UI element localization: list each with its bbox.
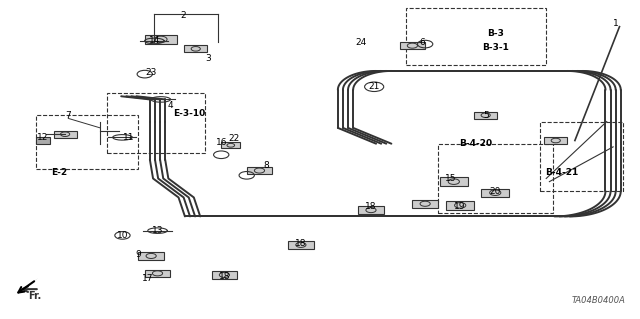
Text: 18: 18 [219,272,230,281]
Bar [358,206,384,214]
Bar [399,42,425,49]
Text: 10: 10 [116,231,128,240]
Text: 14: 14 [148,36,160,45]
Text: 7: 7 [65,111,71,120]
Text: 18: 18 [295,239,307,248]
Text: 20: 20 [490,187,501,196]
Bar [412,200,438,208]
Bar [54,131,77,137]
Text: 22: 22 [228,134,239,144]
Text: 18: 18 [365,203,377,211]
Bar [544,137,567,144]
Polygon shape [12,278,38,297]
Bar [246,167,272,174]
Text: 19: 19 [454,203,466,211]
Text: 3: 3 [205,54,211,63]
Text: B-3-1: B-3-1 [482,43,509,52]
Bar [184,45,207,52]
Bar [446,201,474,210]
Text: 23: 23 [145,68,157,77]
Text: 16: 16 [216,137,227,147]
Text: 1: 1 [613,19,619,28]
Bar [540,122,623,191]
Text: 13: 13 [152,226,163,235]
Text: B-4-20: B-4-20 [460,139,493,148]
Text: 15: 15 [445,174,456,183]
Text: TA04B0400A: TA04B0400A [572,296,626,305]
Text: 8: 8 [263,161,269,170]
Bar [481,189,509,197]
Text: 5: 5 [483,111,488,120]
Bar [440,177,468,186]
Bar [221,142,241,148]
Text: 21: 21 [369,82,380,91]
Text: 17: 17 [142,274,154,283]
Bar [474,112,497,119]
Bar [138,252,164,260]
Text: 6: 6 [419,38,425,47]
Bar [145,34,177,44]
Text: B-4-21: B-4-21 [545,168,579,177]
Text: E-2: E-2 [51,168,67,177]
Bar [438,144,552,213]
Text: Fr.: Fr. [28,291,41,301]
Text: E-3-10: E-3-10 [173,109,205,118]
Text: 24: 24 [356,38,367,47]
Text: 9: 9 [136,250,141,259]
Text: B-3: B-3 [487,28,504,38]
Bar [288,241,314,249]
Text: 12: 12 [37,133,49,142]
Bar [212,271,237,279]
Text: 4: 4 [168,101,173,110]
Bar [36,115,138,169]
Bar [36,137,51,144]
Text: 11: 11 [123,133,134,142]
Text: 2: 2 [180,11,186,20]
Bar [106,93,205,153]
Bar [145,270,170,277]
Bar [406,8,546,65]
